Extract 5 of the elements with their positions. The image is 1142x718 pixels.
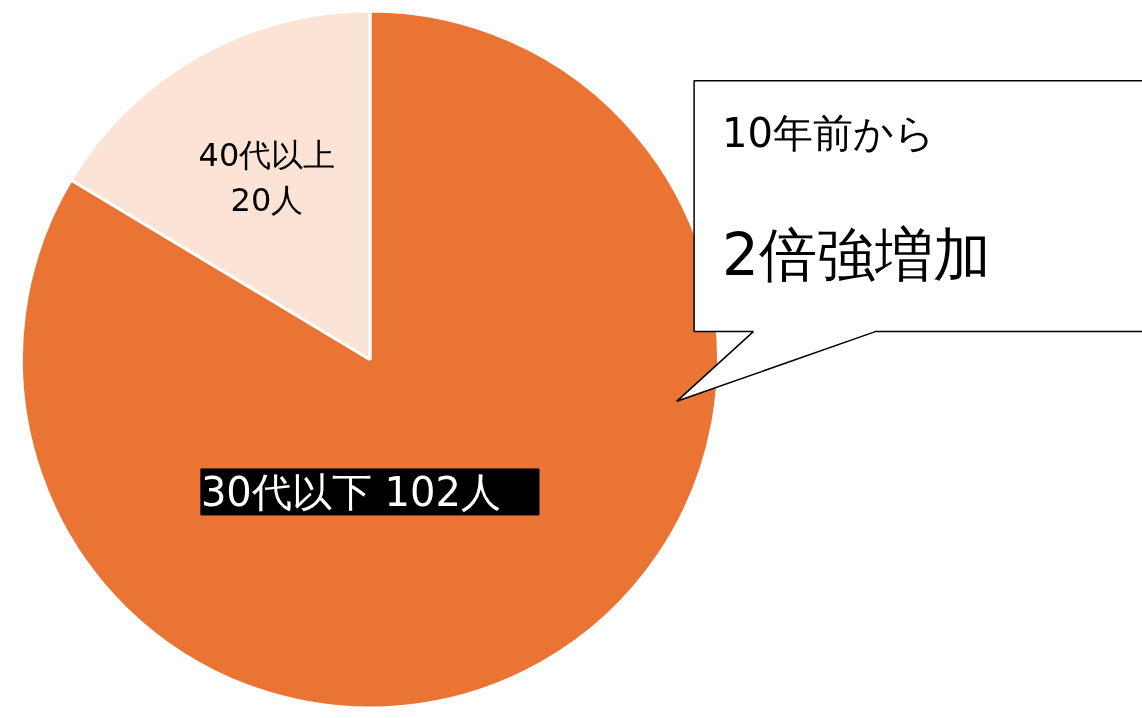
slice-label: 40代以上 bbox=[198, 135, 336, 174]
slice-label: 30代以下 102人 bbox=[200, 468, 501, 515]
text: 2倍強増加 bbox=[721, 220, 991, 289]
text: 10年前から bbox=[721, 109, 935, 156]
data-label: 20人 bbox=[230, 181, 304, 220]
